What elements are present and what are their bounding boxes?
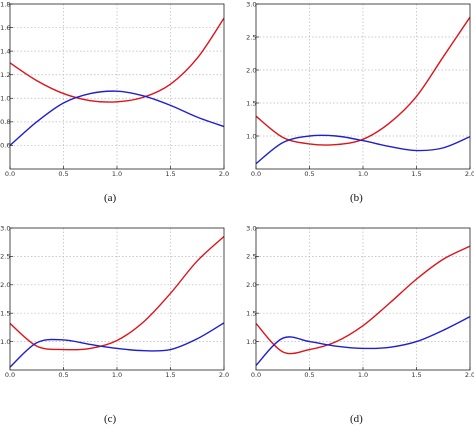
panel-d-series-red	[255, 245, 471, 355]
panel-d-xtick-label-3: 1.5	[411, 371, 421, 379]
panel-c-xtick-label-4: 2.0	[219, 371, 229, 379]
panel-b-series-red	[255, 16, 471, 146]
caption-d: (d)	[350, 413, 363, 425]
panel-d-xtick-label-0: 0.0	[251, 371, 261, 379]
panel-c-xtick-label-2: 1.0	[112, 371, 122, 379]
panel-b-ytick-label-3: 2.5	[246, 33, 256, 41]
panel-b-ytick-label-4: 3.0	[246, 0, 256, 8]
panel-c-xtick-label-0: 0.0	[5, 371, 15, 379]
panel-d: 0.0 0.5 1.0 1.5 2.0 1.0 1.5 2.0 2.5 3.0	[246, 224, 474, 379]
panel-d-ytick-label-0: 1.0	[246, 338, 256, 346]
panel-d-ytick-label-3: 2.5	[246, 253, 256, 261]
panel-d-ytick-label-4: 3.0	[246, 224, 256, 232]
panel-a-ytick-label-3: 1.2	[0, 71, 10, 79]
caption-c: (c)	[104, 413, 117, 425]
panel-b-series-blue	[255, 134, 471, 165]
panel-c: 0.0 0.5 1.0 1.5 2.0 1.0 1.5 2.0 2.5 3.0	[0, 224, 229, 379]
panel-b-xtick-label-2: 1.0	[358, 170, 368, 178]
panel-d-xtick-label-2: 1.0	[358, 371, 368, 379]
panel-c-ytick-label-1: 1.5	[0, 310, 10, 318]
panel-d-ytick-label-2: 2.0	[246, 281, 256, 289]
panel-c-ytick-label-0: 1.0	[0, 338, 10, 346]
panel-c-series-blue	[9, 322, 225, 368]
panel-a-xtick-label-1: 0.5	[58, 170, 68, 178]
panel-a-ytick-label-2: 1.0	[0, 95, 10, 103]
panel-b-xtick-label-0: 0.0	[251, 170, 261, 178]
caption-a: (a)	[104, 192, 117, 204]
panel-c-ytick-label-3: 2.5	[0, 253, 10, 261]
panel-a-ytick-label-6: 1.8	[0, 0, 10, 8]
caption-b: (b)	[350, 192, 363, 204]
panel-a-xtick-label-4: 2.0	[219, 170, 229, 178]
panel-b-xtick-label-4: 2.0	[465, 170, 474, 178]
panel-d-xtick-label-4: 2.0	[465, 371, 474, 379]
panel-a-ytick-label-5: 1.6	[0, 24, 10, 32]
panel-c-ytick-label-2: 2.0	[0, 281, 10, 289]
panel-c-series-red	[9, 236, 225, 351]
panel-a-ytick-label-1: 0.8	[0, 118, 10, 126]
panel-b: 0.0 0.5 1.0 1.5 2.0 1.0 1.5 2.0 2.5 3.0	[246, 0, 474, 178]
panel-c-xtick-label-3: 1.5	[165, 371, 175, 379]
panel-c-xtick-label-1: 0.5	[58, 371, 68, 379]
panel-a-xtick-label-2: 1.0	[112, 170, 122, 178]
panel-b-ytick-label-2: 2.0	[246, 66, 256, 74]
panel-a-ytick-label-0: 0.6	[0, 142, 10, 150]
panel-d-ytick-label-1: 1.5	[246, 310, 256, 318]
panel-b-ytick-label-1: 1.5	[246, 99, 256, 107]
panel-b-xtick-label-3: 1.5	[411, 170, 421, 178]
panel-a: 0.0 0.5 1.0 1.5 2.0 0.6 0.8 1.0 1.2 1.4 1.6 1.8	[0, 0, 229, 178]
panel-c-ytick-label-4: 3.0	[0, 224, 10, 232]
panel-a-ytick-label-4: 1.4	[0, 47, 10, 55]
panel-a-xtick-label-3: 1.5	[165, 170, 175, 178]
panel-b-ytick-label-0: 1.0	[246, 132, 256, 140]
panel-a-series-blue	[9, 90, 225, 146]
panel-a-series-red	[9, 17, 225, 103]
panel-d-xtick-label-1: 0.5	[304, 371, 314, 379]
panel-b-xtick-label-1: 0.5	[304, 170, 314, 178]
panel-a-xtick-label-0: 0.0	[5, 170, 15, 178]
panel-d-series-blue	[255, 315, 471, 366]
